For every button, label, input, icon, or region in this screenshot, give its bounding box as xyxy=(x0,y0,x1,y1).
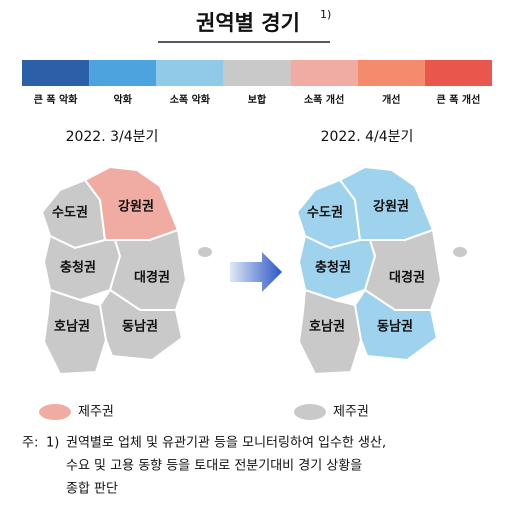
legend-label: 보합 xyxy=(248,93,267,106)
region-label: 호남권 xyxy=(309,319,345,335)
region xyxy=(297,288,363,376)
arrow xyxy=(230,252,282,292)
legend: 큰 폭 악화 악화 소폭 악화 보합 소폭 개선 개선 큰 폭 개선 xyxy=(22,60,492,106)
island xyxy=(198,247,212,257)
region xyxy=(39,404,71,420)
map-period: 2022. 3/4분기 xyxy=(66,129,159,145)
legend-label: 큰 폭 개선 xyxy=(437,93,481,106)
region xyxy=(42,288,108,376)
legend-label: 큰 폭 악화 xyxy=(34,94,79,106)
region-label: 제주권 xyxy=(333,405,369,420)
note-line: 수요 및 고용 동향 등을 토대로 전분기대비 경기 상황을 xyxy=(66,459,362,474)
title: 권역별 경기 xyxy=(196,11,300,35)
region-label: 호남권 xyxy=(54,319,90,335)
legend-label: 개선 xyxy=(382,93,400,106)
legend-swatch xyxy=(89,60,157,86)
region xyxy=(294,404,326,420)
region-label: 강원권 xyxy=(118,199,154,215)
map-period: 2022. 4/4분기 xyxy=(321,129,414,145)
note-line: 종합 판단 xyxy=(66,482,118,497)
legend-label: 소폭 악화 xyxy=(170,94,211,106)
legend-label: 소폭 개선 xyxy=(304,93,344,106)
legend-swatch xyxy=(357,60,425,86)
legend-swatch xyxy=(22,60,90,86)
region-label: 충청권 xyxy=(315,260,351,276)
legend-label: 악화 xyxy=(114,94,133,106)
title-note: 1) xyxy=(320,8,331,21)
region-label: 대경권 xyxy=(134,270,170,286)
region-label: 동남권 xyxy=(122,319,158,335)
region xyxy=(98,288,184,362)
legend-swatch xyxy=(223,60,291,86)
note-prefix: 주: xyxy=(22,436,38,451)
note: 주: 1) 권역별로 업체 및 유관기관 등을 모니터링하여 입수한 생산, 수… xyxy=(22,436,386,497)
region-label: 충청권 xyxy=(60,260,96,276)
note-line: 권역별로 업체 및 유관기관 등을 모니터링하여 입수한 생산, xyxy=(66,436,386,451)
region xyxy=(353,288,439,362)
region-label: 수도권 xyxy=(307,206,343,221)
region-label: 강원권 xyxy=(373,199,409,215)
region-label: 동남권 xyxy=(377,319,413,335)
legend-swatch xyxy=(156,60,224,86)
region-label: 수도권 xyxy=(52,206,88,221)
legend-swatch xyxy=(424,60,492,86)
note-marker: 1) xyxy=(46,436,59,451)
region-label: 제주권 xyxy=(78,405,114,420)
legend-swatch xyxy=(290,60,358,86)
region-label: 대경권 xyxy=(389,270,425,286)
island xyxy=(453,247,467,257)
